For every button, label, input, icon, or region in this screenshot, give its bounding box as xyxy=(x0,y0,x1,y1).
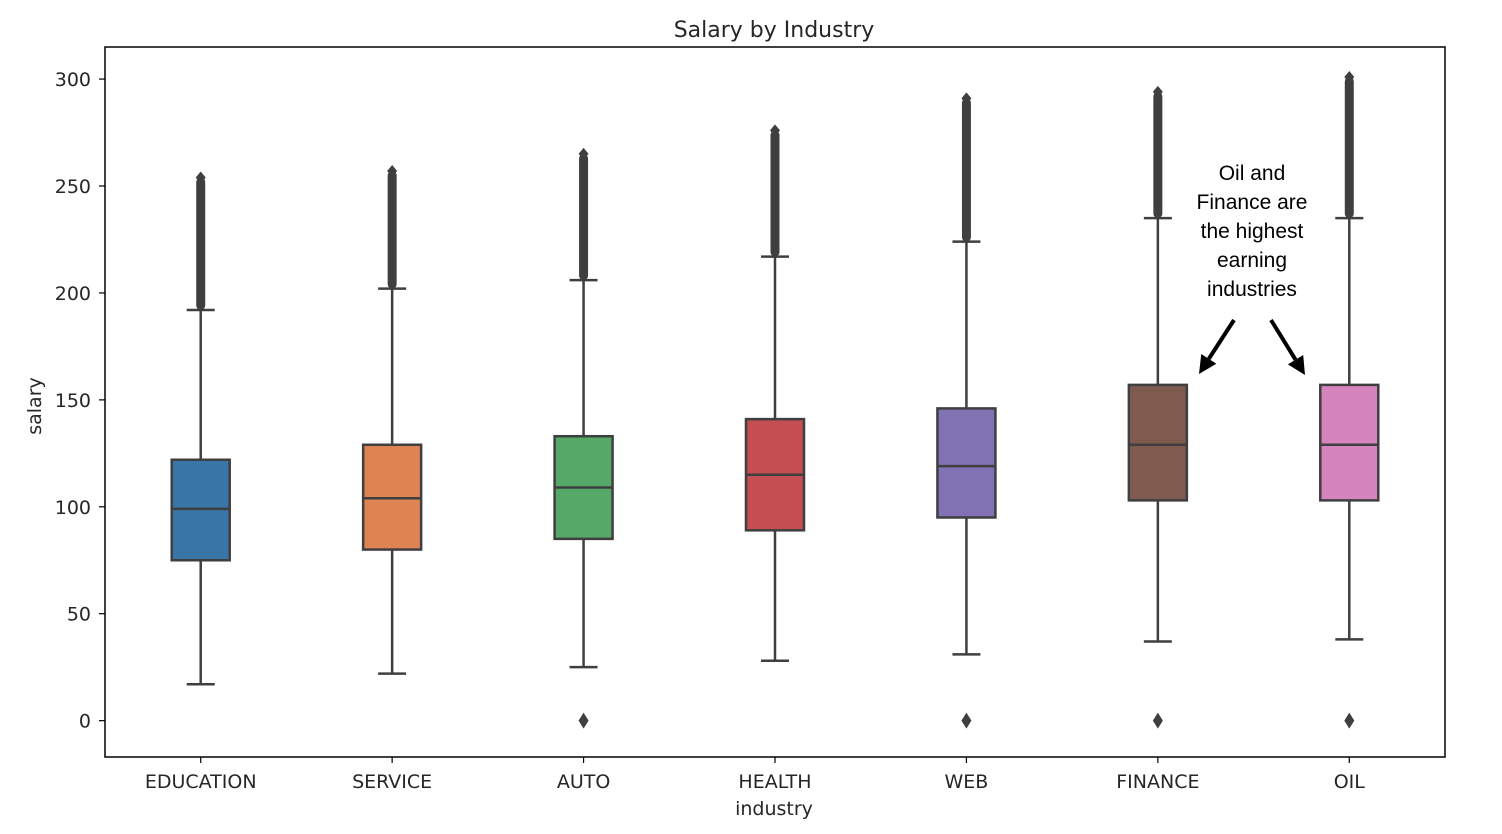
outlier-marker xyxy=(961,92,972,105)
y-axis-label: salary xyxy=(24,377,46,435)
annotation-arrowhead xyxy=(1199,354,1217,374)
outlier-band xyxy=(1153,91,1163,219)
box-health: HEALTH xyxy=(738,124,812,793)
x-tick-label: FINANCE xyxy=(1116,771,1199,793)
outlier-marker xyxy=(1152,712,1163,729)
outlier-marker xyxy=(770,124,780,137)
annotation-arrow xyxy=(1269,318,1298,361)
box-iqr xyxy=(1319,383,1380,502)
x-tick-label: AUTO xyxy=(557,771,610,793)
outlier-marker xyxy=(1344,712,1355,729)
box-finance: FINANCE xyxy=(1116,85,1199,793)
plot-area: 0 50 100 150 200 250 300 EDUCATION SERVICE AUTO HE… xyxy=(55,46,1446,793)
outlier-marker xyxy=(1152,85,1163,98)
outlier-marker xyxy=(387,165,398,178)
outlier-band xyxy=(387,171,397,289)
y-tick-label: 200 xyxy=(55,283,91,305)
chart-title: Salary by Industry xyxy=(674,18,875,43)
y-tick-label: 150 xyxy=(55,390,91,412)
box-oil: OIL xyxy=(1319,70,1380,793)
outlier-band xyxy=(579,153,589,281)
x-tick-label: SERVICE xyxy=(352,771,432,793)
box-education: EDUCATION xyxy=(145,171,257,793)
annotation-arrow xyxy=(1207,318,1236,360)
outlier-marker xyxy=(1344,70,1355,83)
x-tick-label: HEALTH xyxy=(738,771,811,793)
y-tick-label: 50 xyxy=(67,604,91,626)
annotation-line: industries xyxy=(1207,278,1297,301)
annotation-line: earning xyxy=(1217,249,1287,272)
outlier-marker xyxy=(961,712,972,729)
y-tick-label: 300 xyxy=(55,69,91,91)
annotation: Oil and Finance are the highest earning indu… xyxy=(1197,162,1308,375)
box-auto: AUTO xyxy=(553,147,614,793)
annotation-line: Finance are xyxy=(1197,191,1308,214)
x-tick-label: WEB xyxy=(945,771,989,793)
outlier-band xyxy=(961,98,971,242)
outlier-marker xyxy=(578,147,589,160)
annotation-line: Oil and xyxy=(1219,162,1286,185)
outlier-band xyxy=(770,130,780,257)
annotation-arrowhead xyxy=(1287,354,1305,375)
box-web: WEB xyxy=(936,92,997,793)
y-tick-label: 250 xyxy=(55,176,91,198)
box-service: SERVICE xyxy=(352,165,432,793)
outlier-band xyxy=(196,177,206,311)
y-tick-label: 0 xyxy=(79,711,91,733)
outlier-marker xyxy=(578,712,589,729)
x-tick-label: EDUCATION xyxy=(145,771,257,793)
x-tick-label: OIL xyxy=(1334,771,1366,793)
annotation-line: the highest xyxy=(1201,220,1304,243)
outlier-marker xyxy=(195,171,206,184)
box-iqr xyxy=(1127,383,1189,502)
box-iqr xyxy=(936,407,997,519)
y-tick-label: 100 xyxy=(55,497,91,519)
x-axis-label: industry xyxy=(735,798,813,820)
outlier-band xyxy=(1344,76,1354,219)
